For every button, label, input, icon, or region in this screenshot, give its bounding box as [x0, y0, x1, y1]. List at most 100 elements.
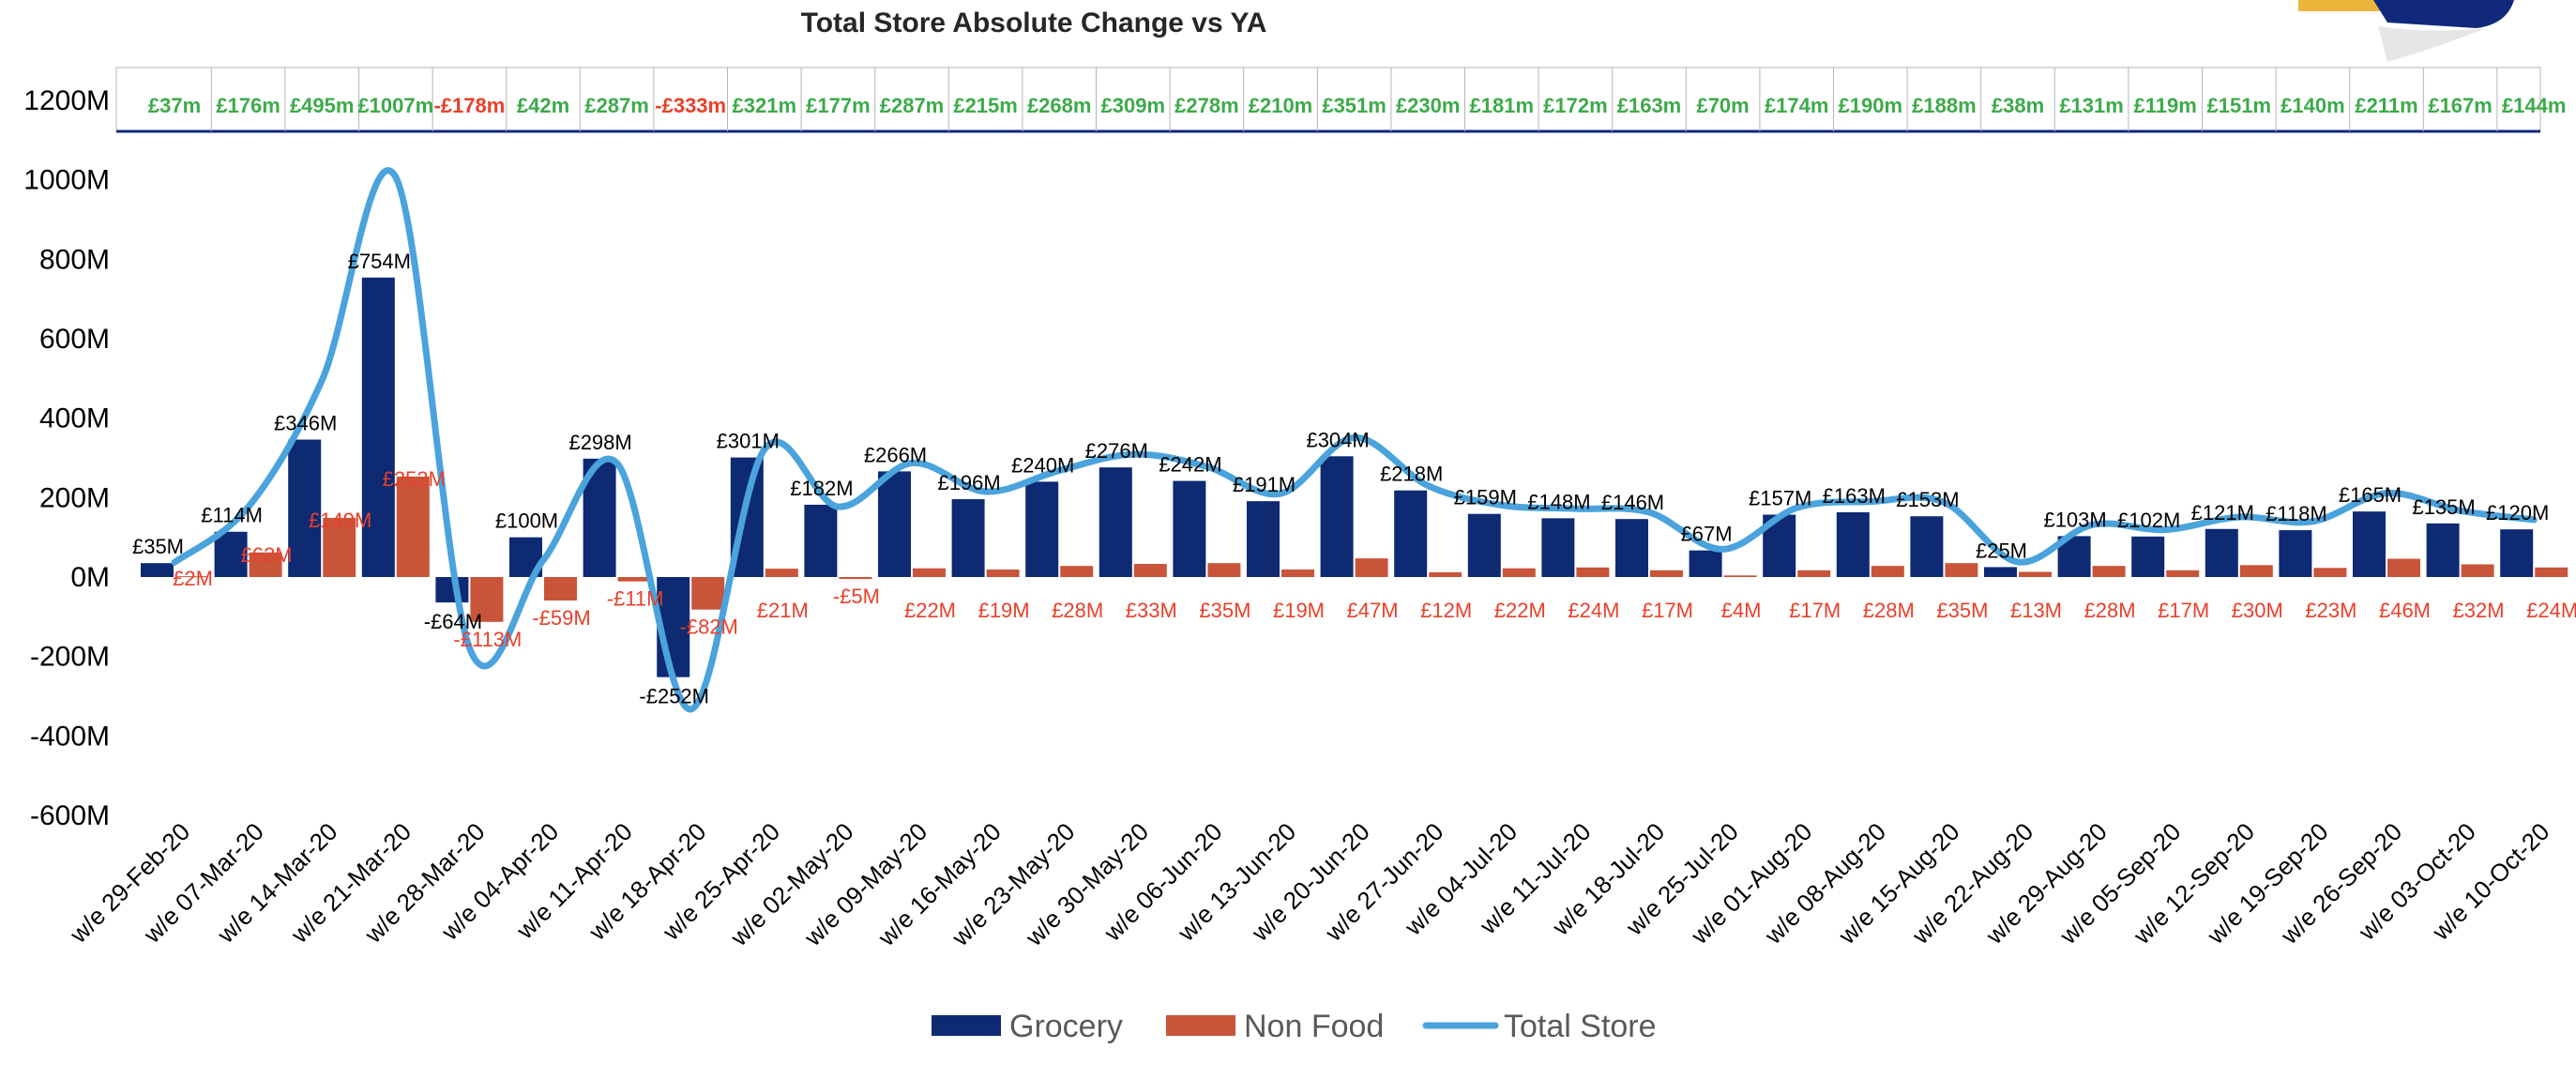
grocery-bar — [214, 531, 248, 577]
grocery-bar — [2279, 530, 2312, 577]
grocery-bar — [288, 439, 322, 577]
grocery-data-label: £146M — [1601, 491, 1664, 514]
grocery-data-label: £135M — [2412, 495, 2475, 519]
grocery-bar — [951, 499, 985, 577]
nonfood-data-label: -£113M — [453, 628, 522, 651]
grocery-data-label: £242M — [1159, 453, 1221, 477]
nonfood-bar — [1207, 563, 1241, 577]
total-value-cell: £268m — [1027, 94, 1092, 117]
total-store-line — [171, 167, 2538, 713]
total-value-cell: £70m — [1696, 94, 1749, 117]
nonfood-bar — [544, 577, 577, 600]
grocery-bar — [1615, 519, 1648, 577]
nonfood-data-label: -£59M — [532, 606, 590, 630]
grocery-data-label: £165M — [2339, 483, 2402, 507]
grocery-bar — [2131, 536, 2165, 577]
plot-area: 1200M 1000M 800M 600M 400M 200M 0M -200M -400M -6… — [23, 67, 2576, 952]
total-value-cell: £144m — [2502, 94, 2567, 117]
nonfood-data-label: -£82M — [680, 615, 738, 639]
nonfood-data-label: £253M — [383, 467, 446, 491]
grocery-data-label: £118M — [2265, 502, 2327, 525]
grocery-data-label: £346M — [274, 412, 337, 435]
total-value-cell: £174m — [1765, 94, 1829, 117]
grocery-data-label: £163M — [1823, 484, 1886, 508]
nonfood-data-label: £35M — [1936, 599, 1988, 622]
nonfood-bar — [1723, 575, 1757, 577]
grocery-bar — [1320, 456, 1354, 577]
nonfood-bar — [2239, 565, 2273, 577]
grocery-data-label: £35M — [132, 535, 184, 558]
nonfood-bar — [1355, 558, 1388, 577]
total-value-cell: £37m — [148, 94, 201, 117]
grocery-data-label: £240M — [1011, 453, 1074, 477]
nonfood-data-label: £28M — [1863, 599, 1915, 622]
nonfood-bar — [691, 577, 725, 610]
legend-nonfood-swatch — [1166, 1015, 1235, 1036]
nonfood-data-label: -£11M — [607, 587, 664, 611]
total-value-cell: £119m — [2134, 94, 2197, 117]
legend-nonfood-label: Non Food — [1244, 1009, 1384, 1044]
nonfood-data-label: £35M — [1199, 599, 1250, 622]
nonfood-bar — [470, 577, 504, 622]
nonfood-data-label: £46M — [2379, 599, 2431, 622]
nonfood-bar — [1871, 566, 1904, 577]
grocery-bar — [1689, 550, 1722, 577]
nonfood-bar — [2019, 571, 2052, 577]
total-value-cell: £177m — [806, 94, 871, 117]
y-tick-label: 1000M — [23, 165, 110, 196]
grocery-data-label: £148M — [1527, 490, 1590, 513]
y-tick-label: 400M — [39, 403, 110, 434]
legend-total-store-label: Total Store — [1504, 1009, 1657, 1044]
grocery-data-label: £191M — [1233, 473, 1296, 496]
total-value-cell: £190m — [1839, 94, 1903, 117]
grocery-bar — [1836, 511, 1870, 577]
total-value-cell: £351m — [1322, 94, 1386, 117]
grocery-bar — [141, 563, 174, 577]
grocery-data-label: £102M — [2117, 509, 2180, 532]
total-value-cell: £42m — [517, 94, 569, 117]
nonfood-bar — [2461, 564, 2494, 577]
nonfood-bar — [1060, 566, 1094, 577]
total-value-cell: £151m — [2207, 94, 2272, 117]
total-value-cell: £167m — [2428, 94, 2493, 117]
nonfood-bar — [1133, 564, 1167, 577]
grocery-bar — [1910, 516, 1944, 577]
grocery-data-label: -£252M — [639, 685, 709, 708]
y-tick-label: 0M — [70, 562, 110, 593]
grocery-data-label: £304M — [1306, 428, 1369, 451]
grocery-data-label: £196M — [937, 471, 1000, 494]
nonfood-data-label: £24M — [1568, 599, 1619, 622]
grocery-data-label: £120M — [2486, 501, 2549, 524]
grocery-data-label: -£64M — [424, 610, 482, 633]
grocery-bar — [1394, 490, 1428, 577]
grocery-data-label: £153M — [1896, 488, 1959, 511]
grocery-bar — [1984, 567, 2017, 577]
total-value-cell: £163m — [1617, 94, 1682, 117]
grocery-data-label: £301M — [717, 430, 780, 453]
total-value-cell: £181m — [1470, 94, 1535, 117]
grocery-data-label: £100M — [495, 509, 558, 533]
nonfood-data-label: £17M — [1642, 599, 1693, 622]
nonfood-data-label: £33M — [1126, 599, 1177, 622]
total-value-cell: £495m — [290, 94, 355, 117]
legend: Grocery Non Food Total Store — [932, 1009, 1657, 1044]
nonfood-bar — [913, 568, 946, 577]
grocery-data-label: £103M — [2043, 508, 2106, 531]
nonfood-data-label: £19M — [978, 599, 1030, 622]
nonfood-bar — [1281, 569, 1314, 577]
total-value-cell: -£178m — [433, 94, 505, 117]
nonfood-data-label: £17M — [1789, 599, 1841, 622]
total-values-strip — [115, 67, 2541, 132]
total-value-cell: £215m — [953, 94, 1018, 117]
grocery-bar — [1099, 467, 1132, 577]
total-value-cell: £230m — [1396, 94, 1461, 117]
grocery-bar — [1173, 480, 1206, 577]
grocery-data-label: £67M — [1681, 523, 1733, 546]
grocery-data-label: £157M — [1749, 487, 1811, 510]
grocery-bar — [804, 504, 838, 577]
nonfood-data-label: £47M — [1347, 599, 1399, 622]
total-value-cell: £140m — [2281, 94, 2345, 117]
total-value-cell: £188m — [1912, 94, 1977, 117]
nonfood-bar — [249, 552, 282, 577]
